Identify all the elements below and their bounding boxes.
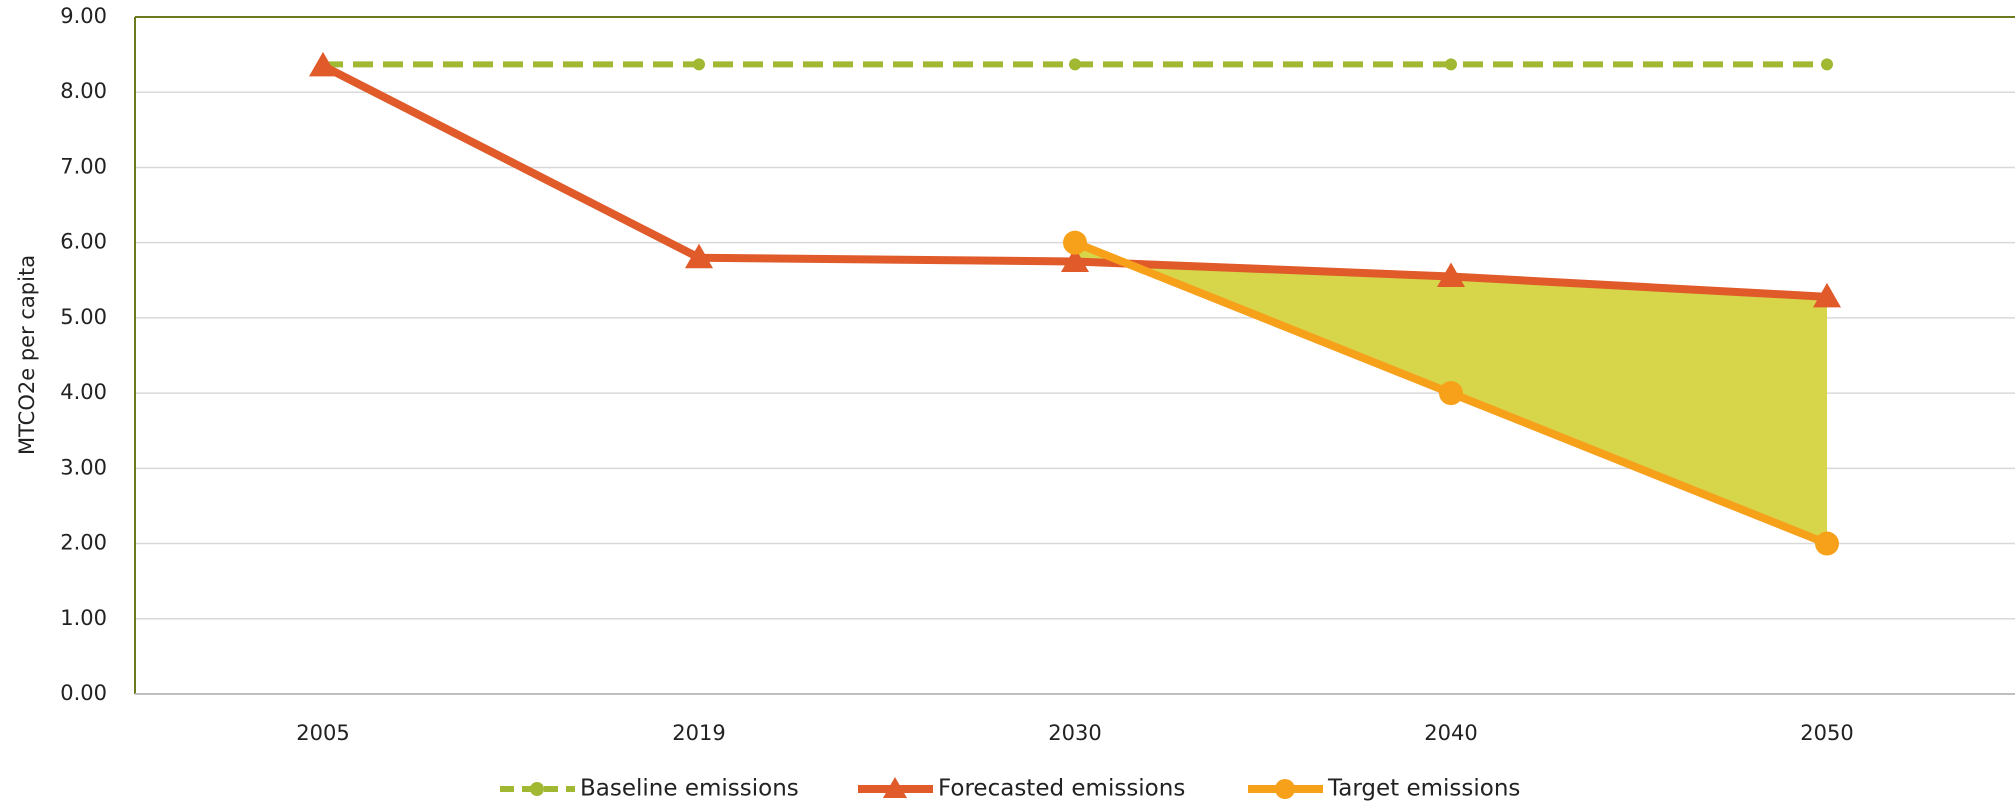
x-tick-label: 2040 — [1424, 721, 1477, 745]
point-marker — [1813, 282, 1841, 308]
point-marker — [1815, 531, 1839, 556]
point-marker — [309, 51, 337, 77]
point-marker — [1061, 247, 1089, 272]
legend-marker — [883, 777, 907, 798]
point-marker — [685, 243, 713, 269]
point-marker — [693, 58, 705, 71]
y-tick-label: 3.00 — [60, 455, 107, 479]
y-tick-label: 0.00 — [60, 681, 107, 705]
legend-marker — [1275, 779, 1295, 799]
y-axis-title: MTCO2e per capita — [15, 255, 39, 455]
point-marker — [1069, 58, 1081, 71]
x-tick-label: 2030 — [1048, 721, 1101, 745]
legend-label: Baseline emissions — [580, 776, 799, 802]
y-tick-label: 9.00 — [60, 4, 107, 28]
y-tick-label: 6.00 — [60, 230, 107, 254]
point-marker — [1821, 58, 1833, 71]
legend-marker — [530, 782, 544, 796]
point-marker — [1439, 381, 1463, 406]
point-marker — [1437, 262, 1465, 288]
y-tick-label: 4.00 — [60, 380, 107, 404]
legend-label: Forecasted emissions — [938, 776, 1185, 802]
y-tick-label: 8.00 — [60, 79, 107, 103]
y-tick-label: 2.00 — [60, 531, 107, 555]
y-tick-label: 7.00 — [60, 154, 107, 178]
x-tick-label: 2019 — [672, 721, 725, 745]
x-tick-label: 2005 — [296, 721, 349, 745]
point-marker — [1063, 230, 1087, 255]
x-tick-label: 2050 — [1800, 721, 1853, 745]
y-tick-label: 5.00 — [60, 305, 107, 329]
y-tick-label: 1.00 — [60, 606, 107, 630]
point-marker — [1445, 58, 1457, 71]
legend-label: Target emissions — [1327, 776, 1520, 802]
